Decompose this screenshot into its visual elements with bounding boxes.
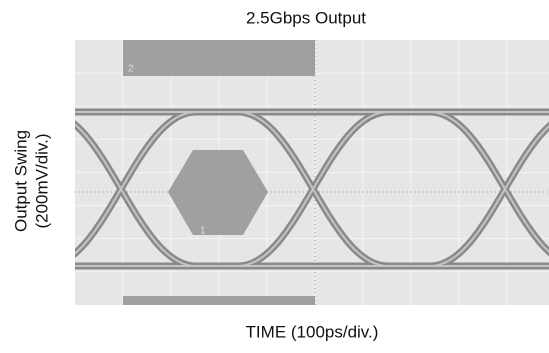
mask-label: 2 [128, 64, 134, 75]
mask-region [123, 40, 315, 76]
eye-diagram: 2.5Gbps Output TIME (100ps/div.) Output … [0, 0, 549, 353]
y-axis-label: (200mV/div.) [32, 133, 51, 228]
chart-title: 2.5Gbps Output [246, 8, 366, 27]
x-axis-label: TIME (100ps/div.) [246, 322, 379, 341]
plot-area [46, 40, 549, 305]
mask-region [123, 296, 315, 305]
mask-label: 1 [200, 226, 206, 237]
y-axis-label: Output Swing [11, 130, 30, 232]
